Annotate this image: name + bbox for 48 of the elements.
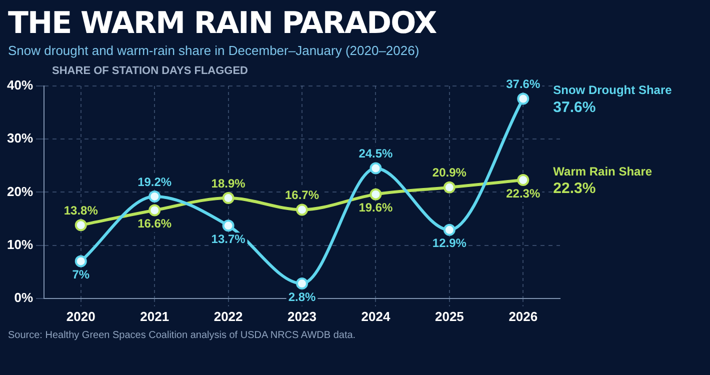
data-label: 16.6% — [138, 216, 172, 231]
data-label: 18.9% — [211, 176, 246, 190]
text: 37.6% — [553, 98, 596, 116]
point — [296, 278, 308, 290]
data-label: 24.5% — [358, 146, 394, 161]
point — [517, 92, 530, 105]
data-label: 7% — [72, 268, 90, 282]
point — [443, 181, 456, 194]
point — [296, 204, 308, 216]
data-label: 12.9% — [432, 236, 467, 250]
point — [74, 219, 87, 232]
point — [222, 220, 234, 232]
data-label: 37.6% — [506, 77, 540, 92]
data-label: 13.8% — [64, 203, 98, 218]
point — [222, 192, 234, 204]
point — [148, 204, 161, 216]
x-tick-label: 2024 — [361, 308, 391, 324]
text: Warm Rain Share — [553, 164, 652, 178]
data-label: 22.3% — [506, 186, 540, 200]
y-tick-label: 30% — [6, 130, 34, 146]
data-label: 13.7% — [211, 232, 246, 246]
x-tick-label: 2026 — [508, 308, 538, 324]
data-label: 19.6% — [358, 200, 394, 215]
point — [370, 188, 382, 200]
text: Snow Drought Share — [553, 83, 672, 98]
data-label: 2.8% — [288, 290, 316, 304]
y-tick-label: 40% — [6, 78, 34, 93]
y-tick-label: 0% — [14, 290, 34, 305]
chart-title: THE WARM RAIN PARADOX — [8, 6, 438, 41]
point — [74, 255, 87, 268]
point — [443, 224, 456, 236]
y-axis-title: SHARE OF STATION DAYS FLAGGED — [52, 65, 248, 77]
text: 22.3% — [553, 180, 596, 198]
x-tick-label: 2023 — [288, 308, 316, 324]
x-tick-label: 2021 — [140, 308, 170, 324]
chart-subtitle: Snow drought and warm-rain share in December–January (2020–2026) — [8, 43, 420, 58]
data-label: 19.2% — [138, 174, 172, 189]
x-tick-label: 2020 — [66, 308, 96, 324]
x-tick-label: 2025 — [434, 308, 464, 324]
source-note: Source: Healthy Green Spaces Coalition analysis of USDA NRCS AWDB data. — [8, 330, 357, 341]
x-tick-label: 2022 — [214, 308, 243, 324]
point — [148, 190, 161, 202]
y-tick-label: 10% — [6, 236, 34, 252]
point — [517, 174, 530, 186]
data-label: 20.9% — [432, 166, 467, 180]
y-tick-label: 20% — [6, 184, 34, 199]
point — [370, 162, 382, 174]
data-label: 16.7% — [284, 188, 320, 202]
